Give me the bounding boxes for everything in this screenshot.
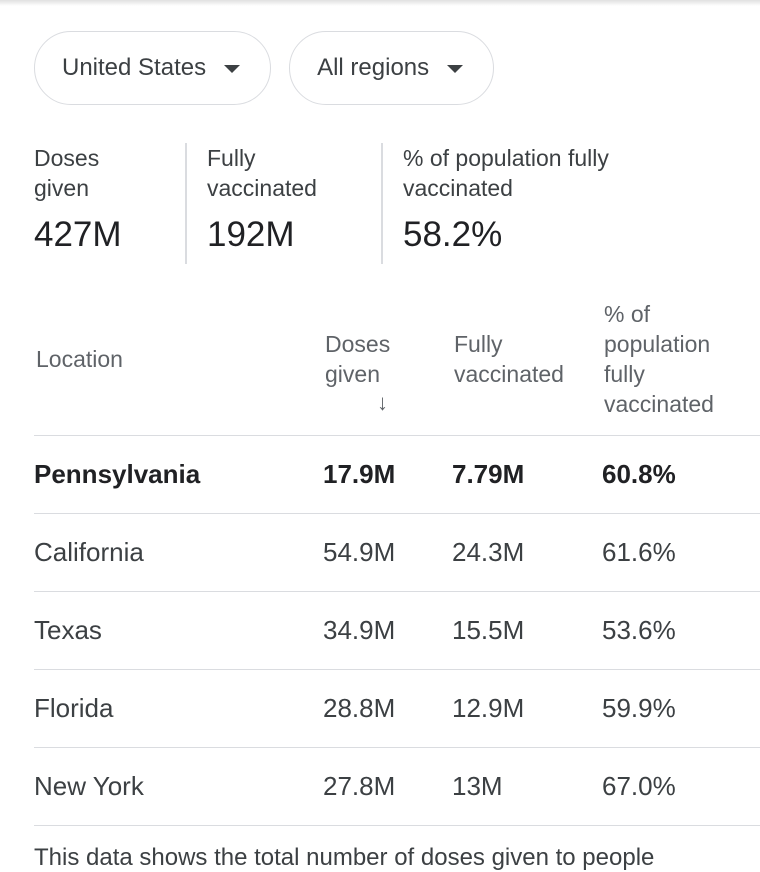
cell-percent: 61.6% [602,537,676,567]
footnote-text: This data shows the total number of dose… [34,844,655,871]
cell-percent: 67.0% [602,771,676,801]
table-header: Location Doses given ↓ Fully vaccinated … [34,296,760,436]
cell-location: Pennsylvania [34,459,201,489]
stat-value: 192M [207,215,295,254]
stat-value: 58.2% [403,215,503,254]
column-header-doses-label: Doses given [325,331,391,387]
cell-location: New York [34,771,144,801]
column-header-percent[interactable]: % of population fully vaccinated [604,301,714,417]
country-dropdown[interactable]: United States [34,31,272,105]
region-dropdown[interactable]: All regions [289,31,495,105]
stat-value: 427M [34,215,122,254]
summary-stats: Doses given 427M Fully vaccinated 192M %… [34,143,760,264]
cell-percent: 59.9% [602,693,676,723]
stat-percent-vaccinated: % of population fully vaccinated 58.2% [381,143,760,264]
cell-fully-vaccinated: 13M [452,771,503,801]
cell-doses: 54.9M [323,537,396,567]
cell-fully-vaccinated: 12.9M [452,693,525,723]
sort-down-arrow-icon: ↓ [377,390,388,415]
cell-fully-vaccinated: 24.3M [452,537,525,567]
cell-percent: 60.8% [602,459,676,489]
column-header-fully-vaccinated[interactable]: Fully vaccinated [454,331,564,387]
stat-label: % of population fully vaccinated [403,145,609,201]
cell-location: Texas [34,615,102,645]
caret-down-icon [447,65,464,73]
table-row[interactable]: Texas 34.9M 15.5M 53.6% [34,592,760,670]
cell-location: Florida [34,693,114,723]
table-row[interactable]: New York 27.8M 13M 67.0% [34,748,760,826]
vaccination-table: Location Doses given ↓ Fully vaccinated … [34,296,760,826]
table-row[interactable]: California 54.9M 24.3M 61.6% [34,514,760,592]
table-row[interactable]: Pennsylvania 17.9M 7.79M 60.8% [34,436,760,514]
cell-location: California [34,537,144,567]
caret-down-icon [224,65,241,73]
stat-label: Fully vaccinated [207,145,317,201]
region-dropdown-label: All regions [317,54,430,81]
column-header-doses[interactable]: Doses given ↓ [325,329,405,417]
table-row[interactable]: Florida 28.8M 12.9M 59.9% [34,670,760,748]
cell-doses: 27.8M [323,771,396,801]
country-dropdown-label: United States [62,54,207,81]
filter-bar: United States All regions [34,31,495,105]
cell-doses: 28.8M [323,693,396,723]
cell-percent: 53.6% [602,615,676,645]
stat-fully-vaccinated: Fully vaccinated 192M [185,143,381,264]
cell-doses: 34.9M [323,615,396,645]
column-header-location[interactable]: Location [36,346,123,372]
cell-fully-vaccinated: 7.79M [452,459,525,489]
cell-fully-vaccinated: 15.5M [452,615,525,645]
stat-label: Doses given [34,145,100,201]
top-shadow [0,0,760,6]
stat-doses-given: Doses given 427M [34,143,185,264]
cell-doses: 17.9M [323,459,396,489]
